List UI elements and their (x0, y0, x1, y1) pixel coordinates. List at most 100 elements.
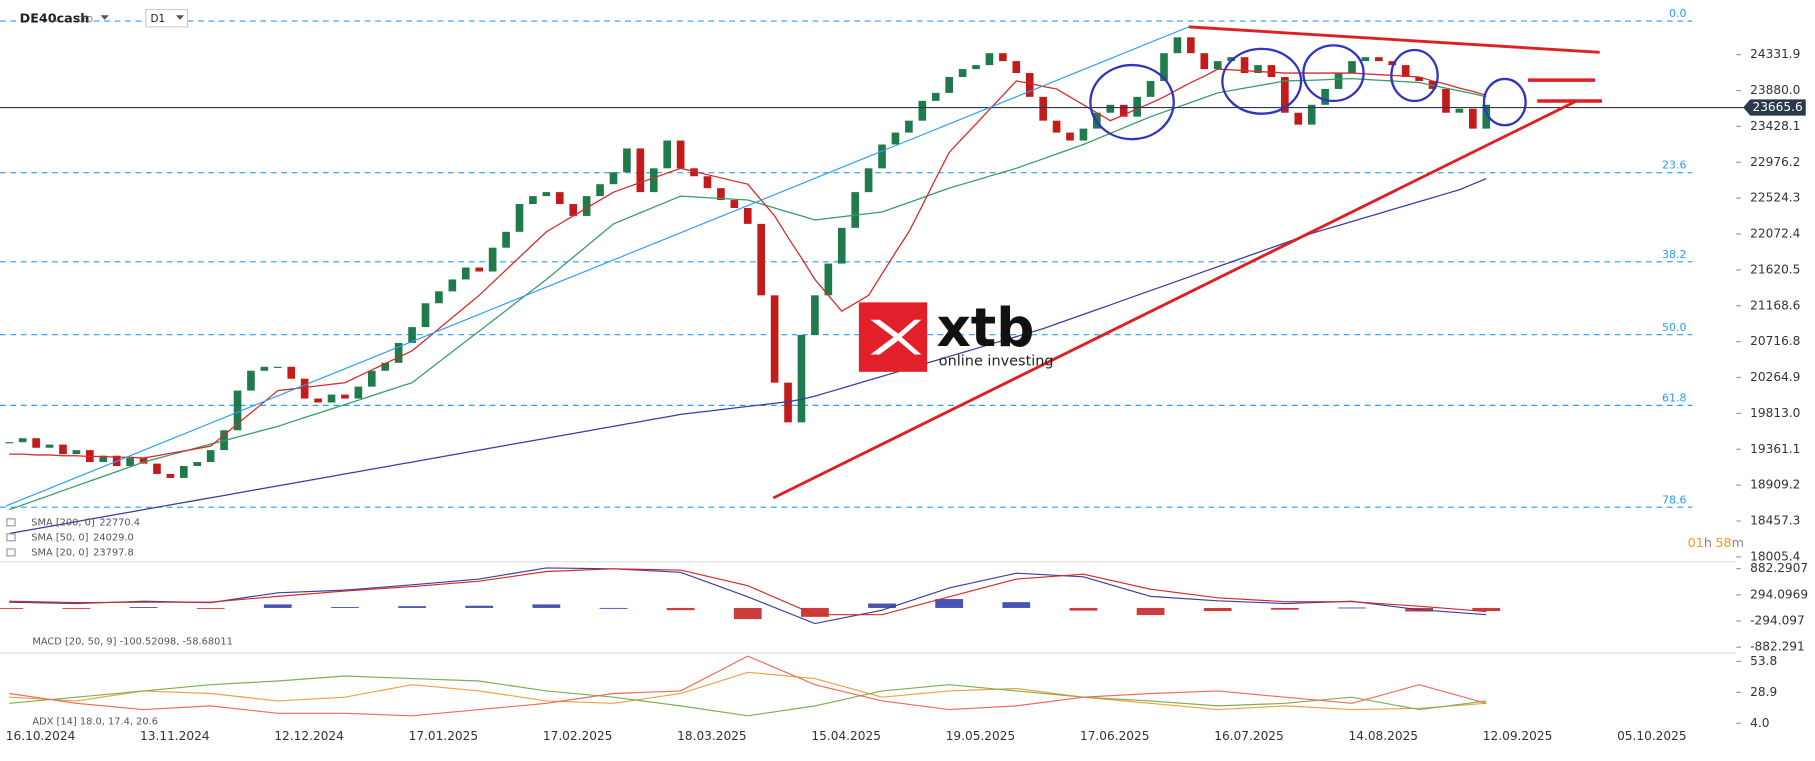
y-tick-label: 20716.8 (1750, 334, 1800, 348)
candle (784, 382, 792, 423)
candle (1442, 88, 1450, 113)
candle (1469, 108, 1477, 129)
x-tick-label: 16.10.2024 (6, 729, 76, 743)
candle (314, 398, 322, 403)
histogram-bar (1136, 607, 1165, 616)
x-axis: 16.10.2024 13.11.2024 12.12.2024 17.01.2025… (6, 729, 1687, 743)
candle (730, 200, 739, 209)
candle (72, 450, 81, 455)
histogram-bar (801, 607, 829, 617)
bar-countdown: 01h 58m (1688, 536, 1744, 551)
candle (1227, 57, 1235, 62)
histogram-bar (1270, 607, 1299, 610)
highlight-circle (1482, 77, 1527, 127)
candle (233, 390, 242, 431)
candle (931, 92, 940, 101)
candle (1066, 132, 1074, 141)
y-tick-label: 21168.6 (1750, 298, 1800, 312)
histogram-bar (1069, 607, 1098, 611)
dropdown-arrow[interactable] (100, 15, 109, 20)
fib-label: 38.2 (1662, 248, 1686, 261)
last-price-box (1743, 99, 1806, 116)
y-tick-label: 18457.3 (1750, 514, 1800, 528)
histogram-bar (331, 607, 359, 608)
macd-line (9, 568, 1487, 616)
support-line (772, 99, 1578, 500)
timeframe[interactable]: D1 (150, 13, 165, 25)
legend-name: SMA [200, 0] (31, 517, 94, 528)
candle (1039, 96, 1047, 121)
y-tick-label: 24331.9 (1750, 47, 1800, 61)
candle (837, 227, 846, 264)
y-tick-label: -294.097 (1750, 614, 1805, 628)
y-tick-label: 18005.4 (1750, 549, 1800, 563)
timeframe-box[interactable] (145, 8, 189, 28)
candle (1146, 80, 1155, 97)
candle (1052, 120, 1061, 133)
legend-entry: SMA [20, 0] 23797.8 (31, 547, 134, 558)
instrument-type: CFD (78, 15, 94, 24)
candle (609, 172, 618, 185)
legend-value: 22770.4 (99, 517, 140, 528)
candle (1254, 65, 1262, 74)
macd-line (9, 567, 1487, 625)
candle (1079, 128, 1088, 141)
candle (905, 120, 913, 133)
countdown-minutes: 58 (1715, 536, 1731, 551)
logo-mark (858, 302, 928, 372)
candle (354, 386, 363, 399)
candle (153, 463, 161, 474)
adx-line (9, 675, 1487, 717)
candle (945, 77, 953, 93)
candle (139, 458, 148, 464)
x-tick-label: 14.08.2025 (1349, 729, 1419, 743)
candle (488, 247, 497, 272)
candle (287, 366, 296, 379)
candle (824, 263, 833, 296)
y-tick-label: 4.0 (1750, 716, 1769, 730)
candle (367, 370, 376, 387)
adx-line (9, 655, 1487, 717)
candle (717, 188, 725, 201)
histogram-bar (62, 607, 91, 609)
candle (1119, 104, 1128, 117)
dropdown-arrow[interactable] (175, 15, 185, 20)
candle (569, 204, 578, 216)
candle (891, 132, 900, 145)
y-tick-label: 22524.3 (1750, 191, 1800, 205)
highlight-circle (1221, 47, 1303, 115)
candle (1213, 61, 1222, 70)
candle (757, 223, 766, 296)
x-tick-label: 17.02.2025 (543, 729, 613, 743)
legend-icon (6, 533, 16, 542)
candle (421, 303, 430, 328)
candle (206, 450, 215, 463)
candle (260, 366, 269, 371)
highlight-circles (1089, 44, 1527, 141)
fib-label: 23.6 (1662, 159, 1686, 172)
x-tick-label: 16.07.2025 (1214, 729, 1284, 743)
candle (32, 438, 40, 448)
candle (1106, 104, 1115, 113)
candle (1240, 57, 1249, 74)
candle (703, 176, 712, 189)
y-tick-label: 21620.5 (1750, 262, 1800, 276)
candle (300, 378, 309, 399)
histogram-bar (1472, 607, 1501, 612)
macd-legend: MACD [20, 50, 9] -100.52098, -58.68011 (32, 637, 233, 648)
candle (1187, 37, 1195, 54)
y-tick-label: 19361.1 (1750, 442, 1800, 456)
candle (811, 295, 819, 336)
histogram-bar (868, 603, 896, 608)
candle (1348, 61, 1356, 74)
histogram-bar (196, 607, 225, 609)
candle (958, 69, 967, 78)
candle (502, 231, 510, 248)
candle (770, 295, 779, 383)
candle (1160, 53, 1168, 81)
legend-entry: SMA [50, 0] 24029.0 (31, 532, 134, 543)
candle (690, 168, 698, 177)
symbol[interactable]: DE40cash (20, 11, 90, 26)
candle (1133, 96, 1141, 117)
candle (193, 462, 202, 467)
